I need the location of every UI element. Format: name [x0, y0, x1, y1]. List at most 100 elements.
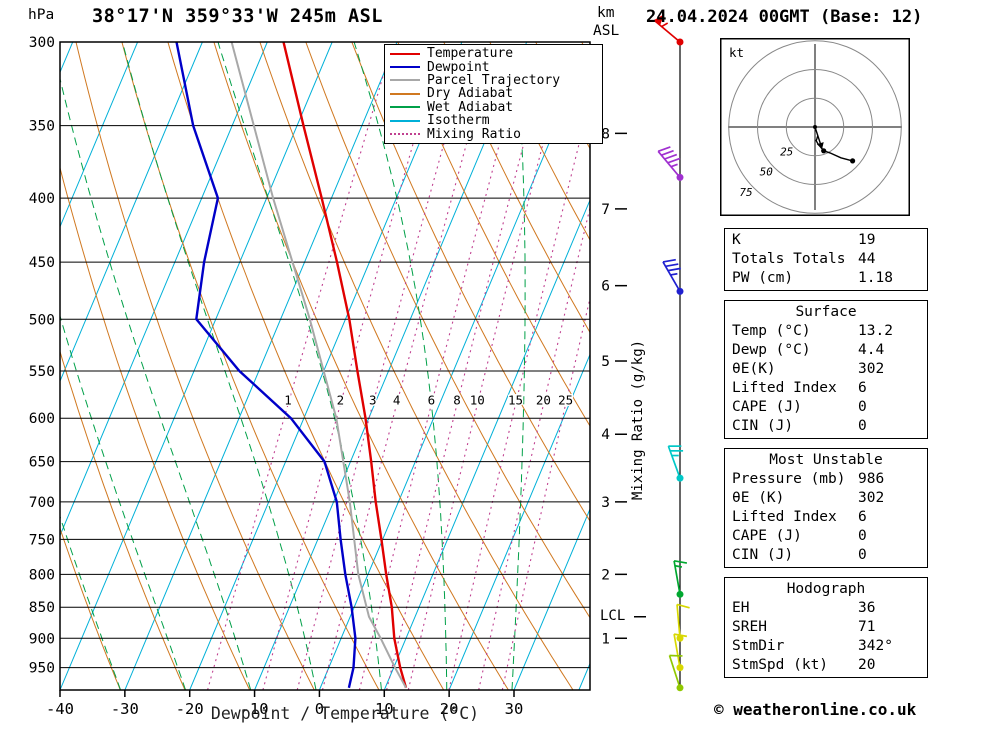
- table-hodograph: Hodograph EH 36 SREH 71 StmDir 342° StmSpd (kt)…: [724, 577, 928, 678]
- table-row-label: CAPE (J): [732, 528, 802, 544]
- run-date-title: 24.04.2024 00GMT (Base: 12): [646, 7, 923, 27]
- table-row: θE(K) 302: [725, 360, 927, 379]
- svg-text:2: 2: [601, 567, 610, 583]
- mixing-ratio-axis-label: Mixing Ratio (g/kg): [630, 339, 646, 501]
- table-row: Lifted Index 6: [725, 379, 927, 398]
- wet-adiabat-lines: [60, 42, 526, 690]
- legend-line-sample: [390, 79, 420, 82]
- svg-text:400: 400: [29, 191, 55, 207]
- lcl-label: LCL: [600, 608, 626, 624]
- table-row-label: Pressure (mb): [732, 471, 846, 487]
- svg-text:5: 5: [601, 354, 610, 370]
- table-row-label: Totals Totals: [732, 251, 846, 267]
- isotherm-lines: [60, 42, 590, 690]
- svg-text:25: 25: [780, 145, 793, 158]
- svg-text:1: 1: [284, 393, 292, 408]
- svg-text:3: 3: [601, 495, 610, 511]
- table-row-value: 19: [858, 232, 876, 248]
- table-row-value: 986: [858, 471, 885, 487]
- table-row: SREH 71: [725, 618, 927, 637]
- table-row-value: 4.4: [858, 342, 885, 358]
- legend-label: Wet Adiabat: [427, 99, 514, 115]
- table-row-value: 0: [858, 418, 867, 434]
- svg-text:950: 950: [29, 661, 55, 677]
- table-row: StmDir 342°: [725, 637, 927, 656]
- pressure-axis-labels: 300 350 400 450 500 550 600 650 700 750 800 850 900 9…: [29, 35, 55, 677]
- svg-text:10: 10: [470, 393, 485, 408]
- dewpoint-curve: [175, 42, 357, 689]
- table-row-value: 44: [858, 251, 876, 267]
- table-title: Surface: [795, 304, 857, 320]
- table-row: CAPE (J) 0: [725, 527, 927, 546]
- legend-line-sample: [390, 52, 420, 55]
- table-row: Dewp (°C) 4.4: [725, 341, 927, 360]
- legend-label: Temperature: [427, 46, 514, 62]
- svg-text:700: 700: [29, 495, 55, 511]
- legend-line-sample: [390, 66, 420, 69]
- legend-label: Dewpoint: [427, 59, 490, 75]
- svg-text:20: 20: [536, 393, 551, 408]
- table-row-value: 342°: [858, 638, 893, 654]
- svg-text:7: 7: [601, 202, 610, 218]
- svg-text:4: 4: [393, 393, 401, 408]
- mixing-ratio-lines: [207, 59, 590, 690]
- svg-text:0: 0: [315, 700, 324, 718]
- table-indices: K 19 Totals Totals 44 PW (cm) 1.18: [724, 228, 928, 291]
- svg-text:8: 8: [453, 393, 461, 408]
- svg-text:6: 6: [428, 393, 436, 408]
- table-row: CAPE (J) 0: [725, 398, 927, 417]
- legend-line-sample: [390, 133, 420, 136]
- legend-label: Mixing Ratio: [427, 126, 521, 142]
- station-title: 38°17'N 359°33'W 245m ASL: [92, 6, 383, 27]
- table-row-value: 0: [858, 528, 867, 544]
- svg-text:550: 550: [29, 364, 55, 380]
- legend-label: Dry Adiabat: [427, 86, 514, 102]
- dry-adiabat-lines: [60, 42, 590, 690]
- svg-text:-40: -40: [46, 700, 74, 718]
- svg-text:-10: -10: [241, 700, 269, 718]
- x-axis-label: Dewpoint / Temperature (°C): [210, 704, 480, 723]
- table-row: Totals Totals 44: [725, 250, 927, 269]
- table-row: PW (cm) 1.18: [725, 269, 927, 288]
- table-row-value: 13.2: [858, 323, 893, 339]
- svg-text:650: 650: [29, 455, 55, 471]
- km-axis-unit: km: [597, 5, 615, 21]
- table-row-value: 0: [858, 547, 867, 563]
- svg-text:50: 50: [760, 166, 774, 179]
- table-row: θE (K) 302: [725, 489, 927, 508]
- table-surface: Surface Temp (°C) 13.2 Dewp (°C) 4.4 θE(K) 302…: [724, 300, 928, 439]
- svg-text:300: 300: [29, 35, 55, 51]
- svg-text:450: 450: [29, 255, 55, 271]
- table-title: Most Unstable: [769, 452, 883, 468]
- svg-text:-20: -20: [176, 700, 204, 718]
- svg-text:75: 75: [739, 186, 752, 199]
- legend-item: Wet Adiabat: [390, 101, 597, 114]
- table-row-label: PW (cm): [732, 270, 794, 286]
- table-row-label: Lifted Index: [732, 509, 837, 525]
- svg-text:3: 3: [369, 393, 377, 408]
- svg-text:1: 1: [601, 631, 610, 647]
- table-row: Lifted Index 6: [725, 508, 927, 527]
- table-row: EH 36: [725, 599, 927, 618]
- table-row: CIN (J) 0: [725, 417, 927, 436]
- svg-text:4: 4: [601, 427, 610, 443]
- svg-text:10: 10: [375, 700, 394, 718]
- table-row-value: 0: [858, 399, 867, 415]
- legend-item: Mixing Ratio: [390, 126, 597, 142]
- legend-line-sample: [390, 106, 420, 109]
- svg-text:750: 750: [29, 532, 55, 548]
- table-row-value: 6: [858, 509, 867, 525]
- svg-text:850: 850: [29, 600, 55, 616]
- table-row-value: 302: [858, 361, 885, 377]
- legend-line-sample: [390, 119, 420, 122]
- table-row-label: CIN (J): [732, 418, 794, 434]
- height-axis: 1 2 3 4 5 6 7 8: [601, 42, 681, 690]
- table-row-value: 36: [858, 600, 876, 616]
- legend-item: Dry Adiabat: [390, 87, 597, 100]
- table-row-value: 1.18: [858, 270, 893, 286]
- svg-text:500: 500: [29, 312, 55, 328]
- table-row-value: 71: [858, 619, 876, 635]
- table-row-label: CAPE (J): [732, 399, 802, 415]
- table-row: CIN (J) 0: [725, 546, 927, 565]
- table-row-label: Dewp (°C): [732, 342, 811, 358]
